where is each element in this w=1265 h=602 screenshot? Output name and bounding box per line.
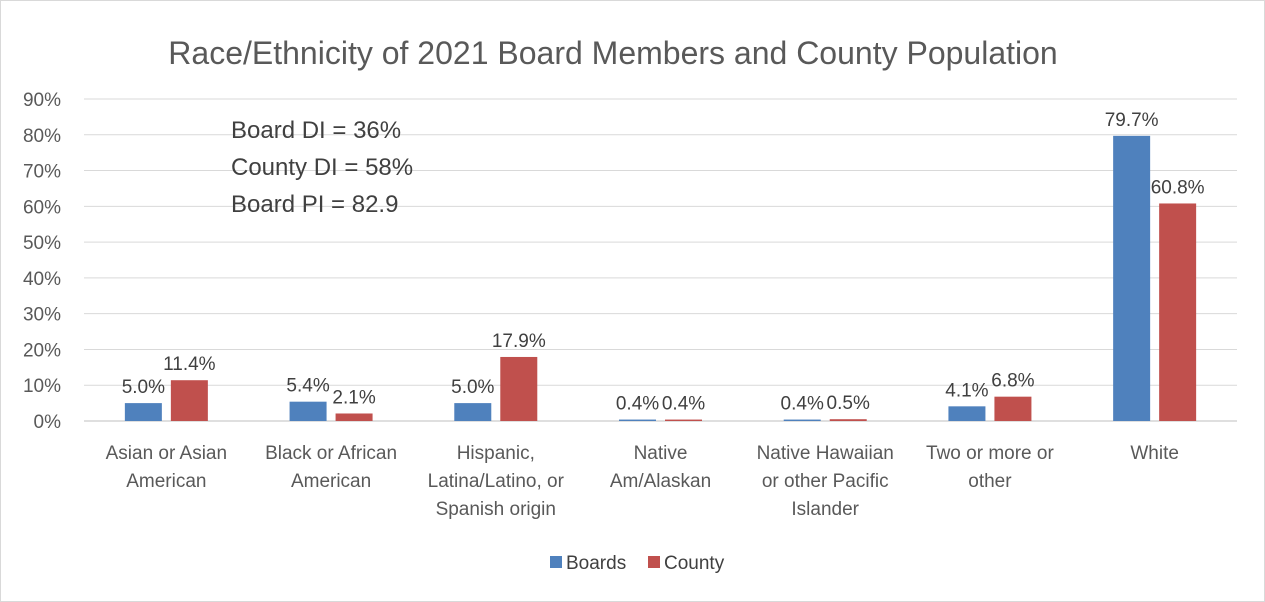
y-tick-label: 0%: [34, 412, 62, 433]
chart-title: Race/Ethnicity of 2021 Board Members and…: [168, 35, 1057, 71]
data-label-county: 60.8%: [1151, 177, 1205, 198]
bar-county: [829, 419, 867, 421]
bar-county: [994, 396, 1032, 421]
data-label-county: 17.9%: [492, 331, 546, 352]
bar-county: [335, 413, 373, 421]
y-tick-label: 30%: [23, 305, 61, 326]
y-tick-label: 80%: [23, 126, 61, 147]
data-label-boards: 5.0%: [451, 377, 494, 398]
legend: Boards County: [550, 553, 725, 574]
y-tick-label: 20%: [23, 340, 61, 361]
data-label-boards: 79.7%: [1105, 110, 1159, 131]
bar-boards: [619, 419, 656, 421]
data-label-boards: 5.4%: [286, 376, 329, 397]
annotation-text: Board PI = 82.9: [231, 191, 398, 218]
bars: [124, 135, 1197, 421]
legend-label-boards: Boards: [566, 553, 626, 574]
y-tick-label: 40%: [23, 269, 61, 290]
legend-swatch-county: [648, 556, 660, 568]
bar-county: [500, 356, 538, 421]
annotation-text: Board DI = 36%: [231, 117, 401, 144]
y-tick-label: 90%: [23, 90, 61, 111]
y-tick-label: 10%: [23, 376, 61, 397]
y-tick-label: 50%: [23, 233, 61, 254]
bar-county: [1159, 203, 1197, 421]
bar-boards: [948, 406, 986, 421]
data-label-boards: 0.4%: [616, 394, 659, 415]
y-tick-label: 60%: [23, 197, 61, 218]
data-label-boards: 0.4%: [781, 394, 824, 415]
category-label: Two or more or other: [926, 443, 1054, 492]
gridlines: [84, 98, 1237, 422]
annotations: Board DI = 36% County DI = 58% Board PI = …: [231, 117, 413, 218]
data-label-county: 0.5%: [827, 393, 870, 414]
bar-boards: [783, 419, 821, 421]
data-label-county: 0.4%: [662, 394, 705, 415]
annotation-text: County DI = 58%: [231, 154, 413, 181]
legend-label-county: County: [664, 553, 725, 574]
y-tick-label: 70%: [23, 162, 61, 183]
data-label-county: 2.1%: [332, 387, 375, 408]
bar-county: [665, 419, 702, 421]
bar-boards: [124, 403, 162, 421]
category-label: Native Am/Alaskan: [610, 443, 711, 492]
bar-boards: [1113, 135, 1151, 421]
data-labels: 5.0%11.4%5.4%2.1% 5.0%17.9%0.4% 0.4% 0.4% 0.…: [122, 110, 1205, 415]
bar-boards: [454, 403, 492, 421]
category-label: Hispanic, Latina/Latino, or Spanish origin: [428, 443, 565, 520]
category-label: Native Hawaiian or other Pacific Islander: [757, 443, 894, 520]
category-label: Asian or Asian American: [106, 443, 227, 492]
bar-boards: [289, 401, 327, 421]
y-axis-ticks: 0% 10% 20% 30% 40% 50% 60% 70% 80% 90%: [23, 90, 61, 433]
legend-swatch-boards: [550, 556, 562, 568]
data-label-boards: 5.0%: [122, 377, 165, 398]
category-label: Black or African American: [265, 443, 397, 492]
data-label-boards: 4.1%: [945, 380, 988, 401]
bar-county: [170, 380, 208, 421]
data-label-county: 6.8%: [991, 371, 1034, 392]
x-axis-categories: Asian or Asian American Black or African Am…: [106, 443, 1179, 520]
category-label: White: [1130, 443, 1179, 464]
data-label-county: 11.4%: [163, 354, 216, 375]
